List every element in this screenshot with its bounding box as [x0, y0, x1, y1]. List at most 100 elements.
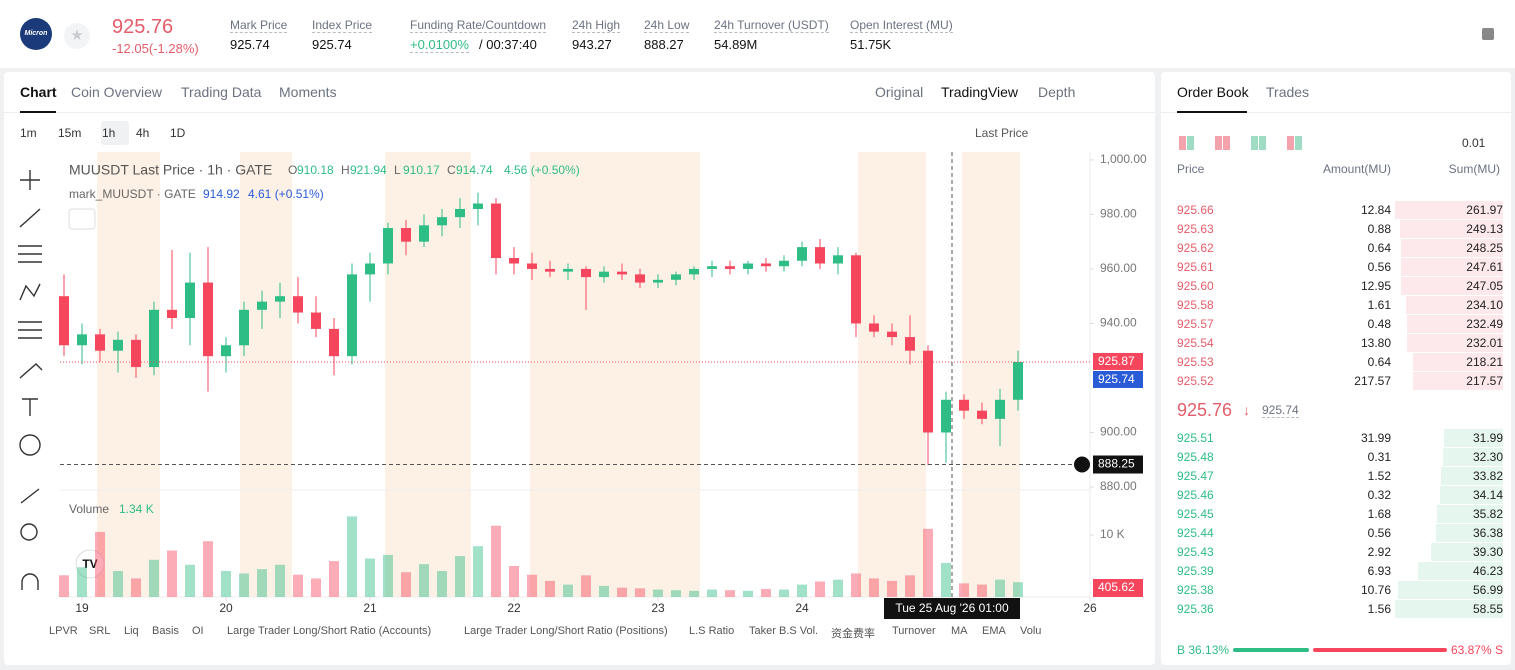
book-price[interactable]: 925.43: [1177, 545, 1214, 559]
book-view-icon[interactable]: [1179, 136, 1186, 150]
stat-value: 54.89M: [714, 37, 758, 52]
y-tick-label: 880.00: [1100, 479, 1137, 493]
book-price[interactable]: 925.53: [1177, 355, 1214, 369]
depth-bar: [1407, 315, 1503, 333]
interval[interactable]: 1h: [102, 126, 116, 140]
book-view-icon[interactable]: [1251, 136, 1258, 150]
candle-body: [257, 301, 267, 310]
book-price[interactable]: 925.54: [1177, 336, 1214, 350]
book-tab[interactable]: Order Book: [1177, 84, 1249, 100]
indicator[interactable]: Large Trader Long/Short Ratio (Positions…: [464, 625, 668, 637]
collapse-legend[interactable]: [68, 208, 96, 230]
book-price[interactable]: 925.44: [1177, 526, 1214, 540]
indicator[interactable]: Liq: [124, 625, 139, 637]
book-view-icon[interactable]: [1287, 136, 1294, 150]
book-price[interactable]: 925.66: [1177, 203, 1214, 217]
book-price[interactable]: 925.52: [1177, 374, 1214, 388]
book-view-icon[interactable]: [1215, 136, 1222, 150]
volume-bar: [275, 564, 285, 597]
book-price[interactable]: 925.38: [1177, 583, 1214, 597]
view-tab[interactable]: Depth: [1038, 84, 1076, 100]
candle-body: [167, 309, 177, 319]
book-price[interactable]: 925.58: [1177, 298, 1214, 312]
book-amount: 0.64: [1367, 355, 1391, 369]
volume-bar: [815, 581, 825, 597]
chart-tab[interactable]: Chart: [20, 84, 57, 100]
depth-bar: [1395, 201, 1503, 219]
chart-tab[interactable]: Trading Data: [181, 84, 262, 100]
book-price[interactable]: 925.63: [1177, 222, 1214, 236]
candle-body: [671, 274, 681, 280]
drawing-tools[interactable]: [18, 170, 43, 590]
ratio-sell-label: 63.87% S: [1450, 643, 1503, 657]
candle-body: [815, 247, 825, 264]
book-amount: 1.61: [1367, 298, 1391, 312]
interval[interactable]: 4h: [136, 126, 150, 140]
candle-body: [851, 255, 861, 324]
precision[interactable]: 0.01: [1462, 136, 1486, 150]
book-price[interactable]: 925.60: [1177, 279, 1214, 293]
interval[interactable]: 1m: [20, 126, 37, 140]
indicator[interactable]: 资金费率: [831, 628, 875, 640]
volume-bar: [257, 569, 267, 597]
candle-body: [455, 208, 465, 218]
candle-body: [653, 279, 663, 283]
volume-bar: [239, 573, 249, 597]
book-price[interactable]: 925.57: [1177, 317, 1214, 331]
book-sum: 249.13: [1466, 222, 1503, 236]
candle-body: [77, 334, 87, 346]
book-price[interactable]: 925.48: [1177, 450, 1214, 464]
indicator[interactable]: SRL: [89, 625, 111, 637]
session-highlights: [97, 152, 1020, 597]
book-amount: 0.88: [1367, 222, 1391, 236]
price-source[interactable]: Last Price: [975, 126, 1029, 140]
price-change: -12.05(-1.28%): [112, 41, 199, 56]
book-price[interactable]: 925.39: [1177, 564, 1214, 578]
book-price[interactable]: 925.51: [1177, 431, 1214, 445]
book-price[interactable]: 925.46: [1177, 488, 1214, 502]
volume-bar: [743, 590, 753, 597]
volume-bar: [905, 575, 915, 597]
depth-bar: [1440, 486, 1503, 504]
indicator[interactable]: Taker B.S Vol.: [749, 625, 819, 637]
book-price[interactable]: 925.62: [1177, 241, 1214, 255]
book-view-icon[interactable]: [1187, 136, 1194, 150]
candle-body: [563, 268, 573, 272]
interval[interactable]: 15m: [58, 126, 82, 140]
volume-bar: [365, 558, 375, 597]
chart-tab[interactable]: Coin Overview: [71, 84, 163, 100]
book-view-icon[interactable]: [1223, 136, 1230, 150]
ratio-buy-bar: [1233, 648, 1309, 652]
book-price[interactable]: 925.61: [1177, 260, 1214, 274]
indicator[interactable]: Large Trader Long/Short Ratio (Accounts): [227, 625, 432, 637]
settings-icon[interactable]: [1482, 28, 1494, 40]
interval[interactable]: 1D: [170, 126, 186, 140]
book-tab[interactable]: Trades: [1266, 84, 1310, 100]
indicator[interactable]: L.S Ratio: [689, 625, 735, 637]
book-view-icon[interactable]: [1295, 136, 1302, 150]
book-amount: 0.64: [1367, 241, 1391, 255]
book-view-icon[interactable]: [1259, 136, 1266, 150]
indicator[interactable]: Volu: [1020, 625, 1042, 637]
view-tab[interactable]: TradingView: [941, 84, 1019, 100]
view-tab[interactable]: Original: [875, 84, 924, 100]
candle-body: [419, 225, 429, 242]
favorite-star[interactable]: ★: [64, 23, 90, 49]
indicator[interactable]: Turnover: [892, 625, 936, 637]
book-sum: 39.30: [1472, 545, 1503, 559]
indicator[interactable]: EMA: [982, 625, 1006, 637]
book-amount: 12.84: [1360, 203, 1391, 217]
indicator[interactable]: LPVR: [49, 625, 78, 637]
indicator[interactable]: MA: [951, 625, 968, 637]
volume-tick-label: 10 K: [1100, 527, 1125, 541]
chart-tab[interactable]: Moments: [279, 84, 337, 100]
indicator[interactable]: OI: [192, 625, 204, 637]
indicator[interactable]: Basis: [152, 625, 179, 637]
x-tick-label: 22: [507, 601, 521, 615]
candle-body: [761, 263, 771, 267]
depth-bar: [1406, 296, 1503, 314]
book-price[interactable]: 925.47: [1177, 469, 1214, 483]
book-price[interactable]: 925.36: [1177, 602, 1214, 616]
col-header: Price: [1177, 162, 1205, 176]
book-price[interactable]: 925.45: [1177, 507, 1214, 521]
